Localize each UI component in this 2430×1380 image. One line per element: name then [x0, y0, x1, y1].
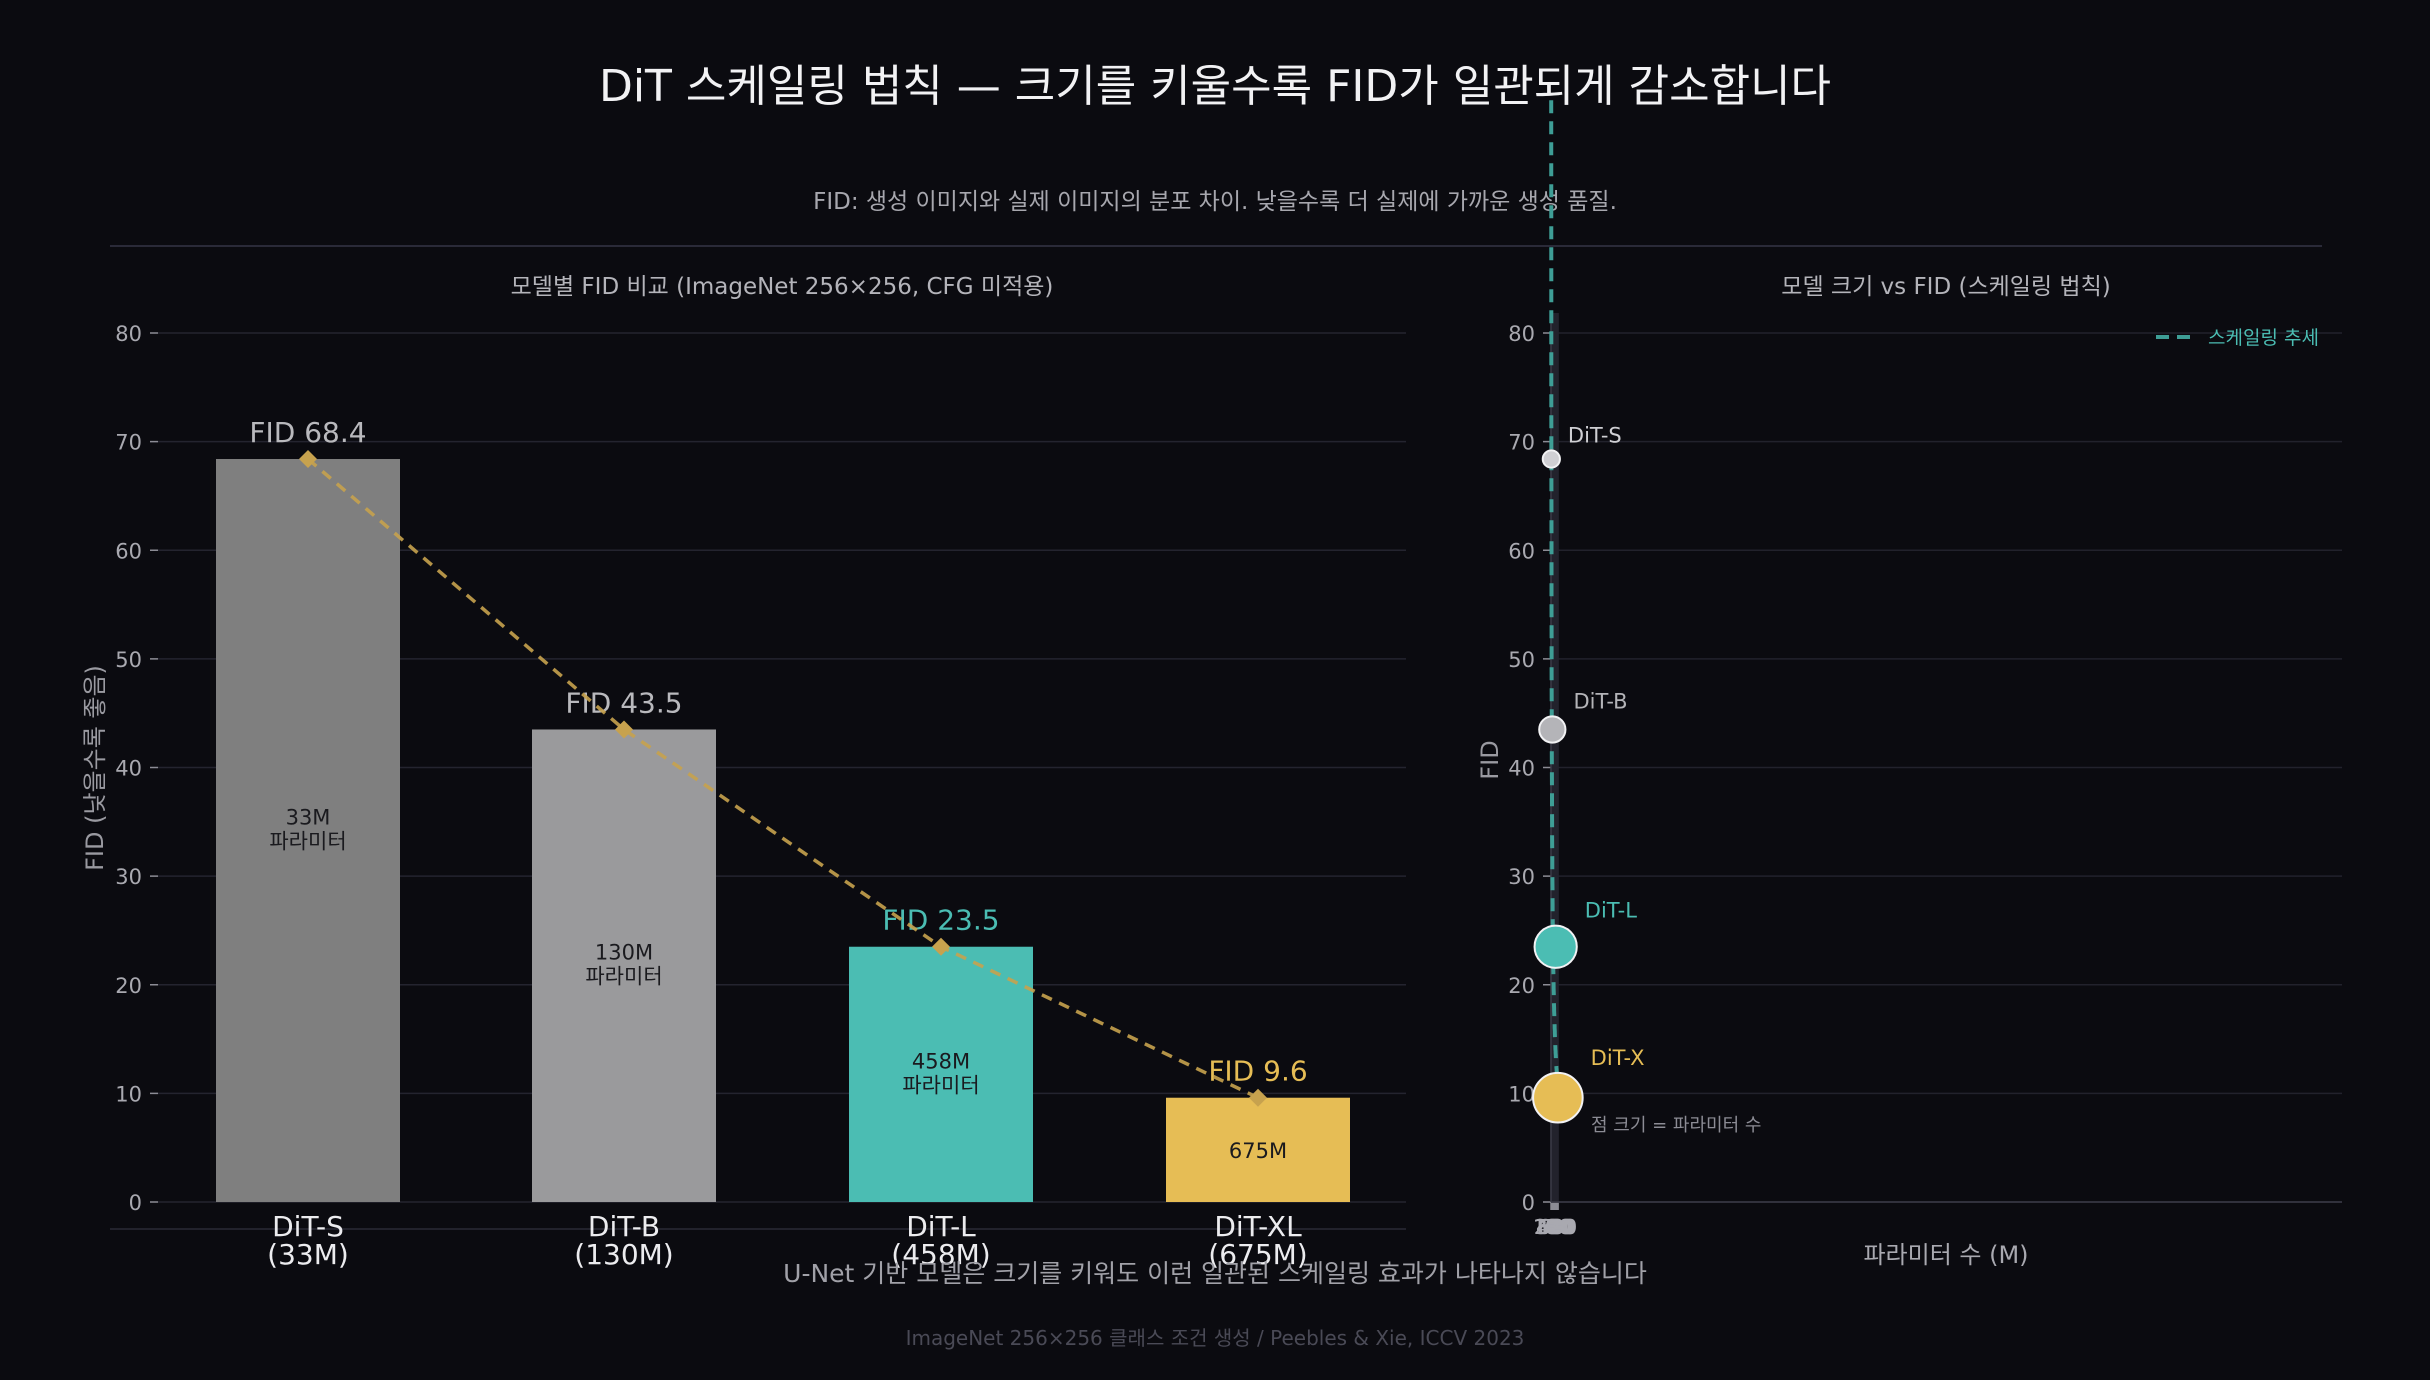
scatter-y-tick-label: 50 — [1508, 648, 1535, 672]
bar-category-label: DiT-XL (675M) — [1208, 1210, 1307, 1271]
scatter-x-tick-label: 400 — [1536, 1215, 1574, 1239]
bar-y-tick-label: 40 — [115, 757, 142, 781]
scatter-annotation: 점 크기 = 파라미터 수 — [1591, 1115, 1761, 1136]
bar-trend-line — [306, 457, 1259, 1100]
bar-2 — [849, 946, 1033, 1202]
bar-y-tick-label: 80 — [115, 322, 142, 346]
bar-category-label: DiT-S (33M) — [267, 1210, 349, 1271]
bar-chart-title: 모델별 FID 비교 (ImageNet 256×256, CFG 미적용) — [511, 274, 1054, 300]
scatter-trend-curve — [1549, 100, 1561, 1095]
bar-inner-label: 675M — [1229, 1139, 1287, 1163]
scatter-x-tick-label: 700 — [1539, 1215, 1577, 1239]
bar-trend-marker — [299, 450, 317, 469]
scatter-x-tick-label: 300 — [1535, 1215, 1573, 1239]
scatter-x-tick-label: 200 — [1534, 1215, 1572, 1239]
scatter-y-tick-label: 60 — [1508, 539, 1535, 563]
scatter-x-tick-label: 0 — [1545, 1215, 1558, 1239]
bar-value-label: FID 9.6 — [1208, 1055, 1307, 1088]
scatter-y-tick-label: 20 — [1508, 974, 1535, 998]
bar-y-tick-label: 20 — [115, 974, 142, 998]
scatter-chart-title: 모델 크기 vs FID (스케일링 법칙) — [1781, 274, 2110, 300]
scatter-x-tick-label: 100 — [1533, 1215, 1571, 1239]
bottom-note: U-Net 기반 모델은 크기를 키워도 이런 일관된 스케일링 효과가 나타나… — [783, 1259, 1647, 1288]
bar-0 — [216, 459, 400, 1202]
bar-trend-marker — [932, 937, 950, 956]
bar-y-tick-label: 60 — [115, 539, 142, 563]
scatter-x-tick-label: 500 — [1537, 1215, 1575, 1239]
scatter-x-tick-label: 600 — [1538, 1215, 1576, 1239]
scatter-y-tick-label: 0 — [1522, 1191, 1535, 1215]
bar-3 — [1166, 1097, 1350, 1202]
bar-y-tick-label: 30 — [115, 865, 142, 889]
legend-label: 스케일링 추세 — [2208, 327, 2319, 349]
scatter-x-axis-label: 파라미터 수 (M) — [1863, 1241, 2028, 1269]
scatter-point — [1541, 449, 1561, 469]
bar-y-tick-label: 70 — [115, 431, 142, 455]
bar-inner-label: 458M 파라미터 — [902, 1049, 979, 1097]
bar-value-label: FID 68.4 — [249, 416, 366, 449]
bar-y-axis-label: FID (낮을수록 좋음) — [81, 665, 109, 871]
scatter-point — [1538, 715, 1567, 744]
scatter-y-tick-label: 10 — [1508, 1082, 1535, 1106]
scatter-point-label: DiT-X — [1591, 1046, 1645, 1070]
scatter-point-label: DiT-S — [1568, 423, 1622, 447]
scatter-y-tick-label: 80 — [1508, 322, 1535, 346]
scatter-y-tick-label: 70 — [1508, 431, 1535, 455]
bar-1 — [532, 729, 716, 1202]
source-note: ImageNet 256×256 클래스 조건 생성 / Peebles & X… — [905, 1326, 1525, 1350]
bar-value-label: FID 43.5 — [565, 686, 682, 719]
scatter-point-label: DiT-B — [1573, 689, 1627, 713]
bar-inner-label: 33M 파라미터 — [269, 806, 346, 854]
scatter-point — [1532, 1071, 1584, 1124]
bar-y-tick-label: 0 — [129, 1191, 142, 1215]
page-title: DiT 스케일링 법칙 — 크기를 키울수록 FID가 일관되게 감소합니다 — [598, 61, 1832, 112]
bar-value-label: FID 23.5 — [882, 904, 999, 937]
bar-category-label: DiT-B (130M) — [574, 1210, 673, 1271]
scatter-y-axis-label: FID — [1476, 740, 1504, 779]
page-subtitle: FID: 생성 이미지와 실제 이미지의 분포 차이. 낮을수록 더 실제에 가… — [813, 189, 1617, 215]
scatter-point — [1533, 924, 1578, 969]
bar-y-tick-label: 50 — [115, 648, 142, 672]
bar-y-tick-label: 10 — [115, 1082, 142, 1106]
bar-trend-marker — [1249, 1088, 1267, 1107]
bar-trend-marker — [615, 720, 633, 739]
scatter-point-label: DiT-L — [1585, 899, 1637, 923]
scatter-y-tick-label: 30 — [1508, 865, 1535, 889]
bar-category-label: DiT-L (458M) — [891, 1210, 990, 1271]
scatter-y-tick-label: 40 — [1508, 757, 1535, 781]
header-divider — [110, 245, 2322, 247]
bar-inner-label: 130M 파라미터 — [585, 941, 662, 989]
